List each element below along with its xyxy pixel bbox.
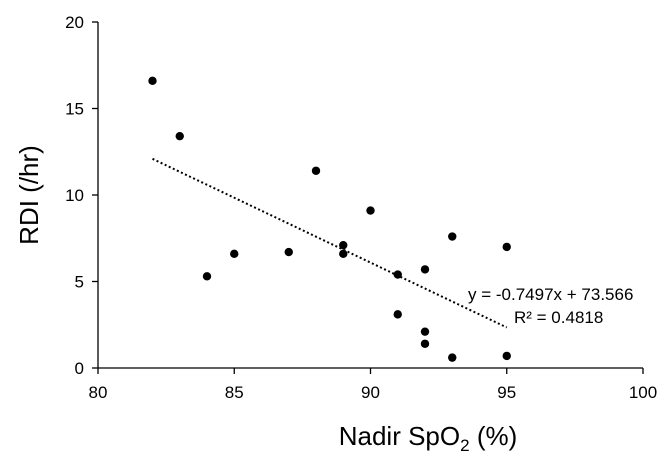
data-point (420, 265, 430, 274)
y-axis: 0 5 10 15 20 (65, 13, 99, 378)
x-tick-label: 80 (89, 383, 108, 402)
data-point (420, 339, 430, 348)
trendline-equation: y = -0.7497x + 73.566 (468, 285, 633, 304)
x-axis: 80 85 90 95 100 (89, 367, 657, 402)
data-point (502, 242, 511, 252)
data-point (448, 232, 457, 241)
trendline-group (152, 157, 508, 329)
x-tick-label: 100 (629, 383, 657, 402)
x-tick-label: 85 (225, 383, 244, 402)
data-point (284, 247, 293, 257)
data-points (148, 76, 511, 362)
x-axis-title-suffix: (%) (470, 421, 518, 451)
y-tick-label: 0 (75, 359, 84, 378)
data-point (148, 76, 157, 86)
x-tick-label: 95 (497, 383, 516, 402)
data-point (202, 272, 212, 281)
data-point (420, 327, 430, 336)
data-point (393, 270, 402, 279)
x-axis-title-subscript: 2 (460, 436, 469, 455)
trendline (152, 157, 508, 329)
data-point (502, 351, 511, 361)
data-point (448, 353, 457, 362)
x-axis-title-main: Nadir SpO (339, 421, 460, 451)
y-tick-label: 5 (75, 273, 84, 292)
y-tick-label: 15 (65, 100, 84, 119)
trendline-r2: R² = 0.4818 (514, 308, 603, 327)
data-point (175, 131, 184, 141)
data-point (366, 206, 375, 215)
data-point (339, 249, 348, 259)
y-tick-label: 10 (65, 186, 84, 205)
data-point (311, 166, 321, 175)
x-axis-title: Nadir SpO2 (%) (339, 421, 518, 455)
y-axis-title: RDI (/hr) (14, 145, 44, 245)
y-tick-label: 20 (65, 13, 84, 32)
x-tick-label: 90 (361, 383, 380, 402)
data-point (230, 249, 239, 259)
data-point (393, 310, 402, 319)
data-point (339, 240, 348, 250)
